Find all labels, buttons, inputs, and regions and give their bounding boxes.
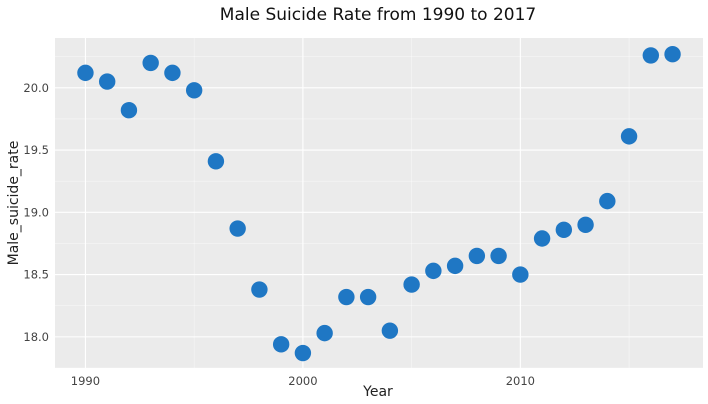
data-point <box>555 221 573 238</box>
x-tick-label: 2000 <box>288 374 317 388</box>
data-point <box>381 322 399 339</box>
y-tick-label: 19.5 <box>23 143 49 157</box>
grid-lines <box>55 38 703 369</box>
data-point <box>98 73 116 90</box>
data-point <box>164 64 181 82</box>
data-point <box>664 45 681 63</box>
data-point <box>642 47 660 64</box>
y-tick-label: 18.0 <box>23 330 49 344</box>
data-point <box>512 266 529 283</box>
x-axis-title: Year <box>362 384 393 400</box>
data-point <box>229 220 246 237</box>
data-point <box>425 262 442 280</box>
x-tick-label: 2010 <box>506 374 535 388</box>
data-point <box>446 257 464 275</box>
data-point <box>533 230 551 247</box>
data-point <box>316 324 333 342</box>
data-point <box>599 192 616 210</box>
y-tick-labels: 18.0 18.5 19.0 19.5 20.0 <box>23 81 49 344</box>
data-point <box>120 102 138 119</box>
y-tick-label: 19.0 <box>23 205 49 219</box>
data-point <box>77 64 94 82</box>
data-point <box>207 153 225 170</box>
data-point <box>468 247 486 265</box>
data-point <box>294 344 312 362</box>
y-tick-label: 18.5 <box>23 268 49 282</box>
data-point <box>620 128 638 145</box>
y-axis-title: Male_suicide_rate <box>6 141 22 266</box>
data-point <box>272 336 290 353</box>
data-point <box>185 82 203 99</box>
data-points <box>77 45 681 362</box>
x-tick-label: 1990 <box>71 374 100 388</box>
plot-panel <box>55 38 703 368</box>
data-point <box>142 54 159 72</box>
x-tick-labels: 1990 2000 2010 <box>71 374 535 388</box>
data-point <box>577 216 594 233</box>
y-tick-label: 20.0 <box>23 81 49 95</box>
data-point <box>403 276 420 293</box>
data-point <box>490 247 507 265</box>
data-point <box>338 288 355 306</box>
chart-title: Male Suicide Rate from 1990 to 2017 <box>220 5 536 25</box>
data-point <box>359 288 377 306</box>
data-point <box>251 281 268 298</box>
